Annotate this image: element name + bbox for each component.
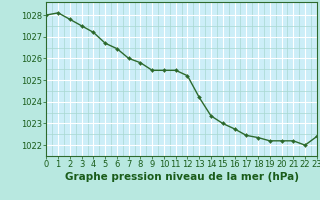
X-axis label: Graphe pression niveau de la mer (hPa): Graphe pression niveau de la mer (hPa) — [65, 172, 299, 182]
